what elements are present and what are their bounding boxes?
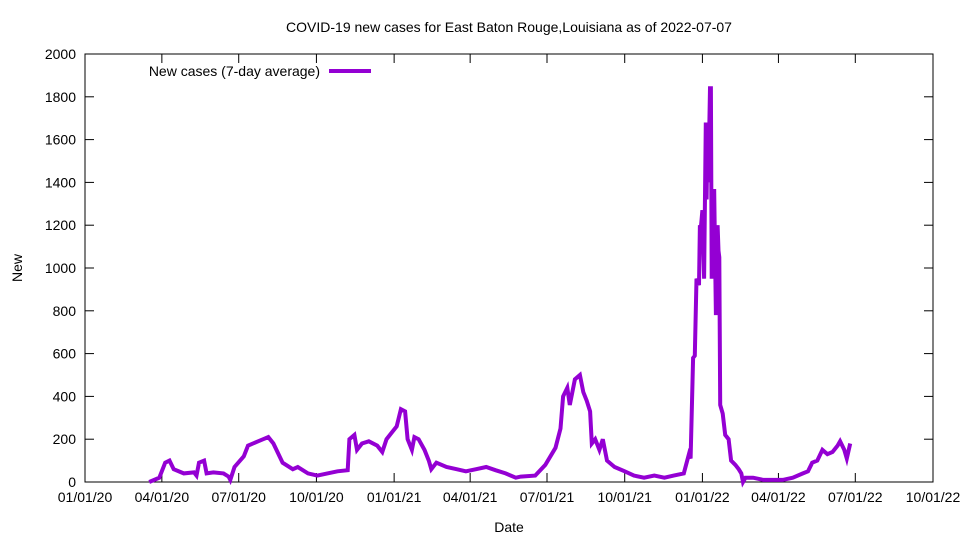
y-tick-label: 1200 (45, 217, 76, 233)
y-tick-label: 800 (53, 303, 77, 319)
x-tick-label: 01/01/21 (367, 489, 422, 505)
series-line (148, 86, 853, 488)
y-tick-label: 200 (53, 431, 77, 447)
legend: New cases (7-day average) (149, 63, 371, 79)
x-tick-label: 01/01/22 (675, 489, 730, 505)
y-axis-label: New (9, 253, 25, 282)
y-tick-label: 1000 (45, 260, 76, 276)
y-tick-label: 1400 (45, 174, 76, 190)
x-tick-label: 10/01/20 (289, 489, 344, 505)
y-tick-label: 400 (53, 388, 77, 404)
x-axis-label: Date (494, 519, 524, 535)
x-tick-label: 04/01/20 (135, 489, 190, 505)
x-tick-label: 04/01/22 (751, 489, 806, 505)
chart-title: COVID-19 new cases for East Baton Rouge,… (286, 19, 732, 35)
legend-label: New cases (7-day average) (149, 63, 320, 79)
x-tick-label: 07/01/21 (520, 489, 575, 505)
y-tick-label: 2000 (45, 46, 76, 62)
series-group (148, 86, 853, 488)
plot-frame (84, 53, 934, 483)
y-tick-label: 0 (68, 474, 76, 490)
y-tick-label: 1800 (45, 89, 76, 105)
axes: 0 200 400 600 800 1000 1200 1400 1600 1800 2000 01/… (45, 46, 960, 505)
x-tick-label: 04/01/21 (443, 489, 498, 505)
y-tick-label: 1600 (45, 132, 76, 148)
y-tick-label: 600 (53, 346, 77, 362)
x-tick-label: 10/01/22 (906, 489, 960, 505)
x-tick-label: 07/01/22 (828, 489, 883, 505)
x-tick-label: 10/01/21 (597, 489, 652, 505)
x-tick-label: 07/01/20 (211, 489, 266, 505)
x-tick-label: 01/01/20 (58, 489, 113, 505)
